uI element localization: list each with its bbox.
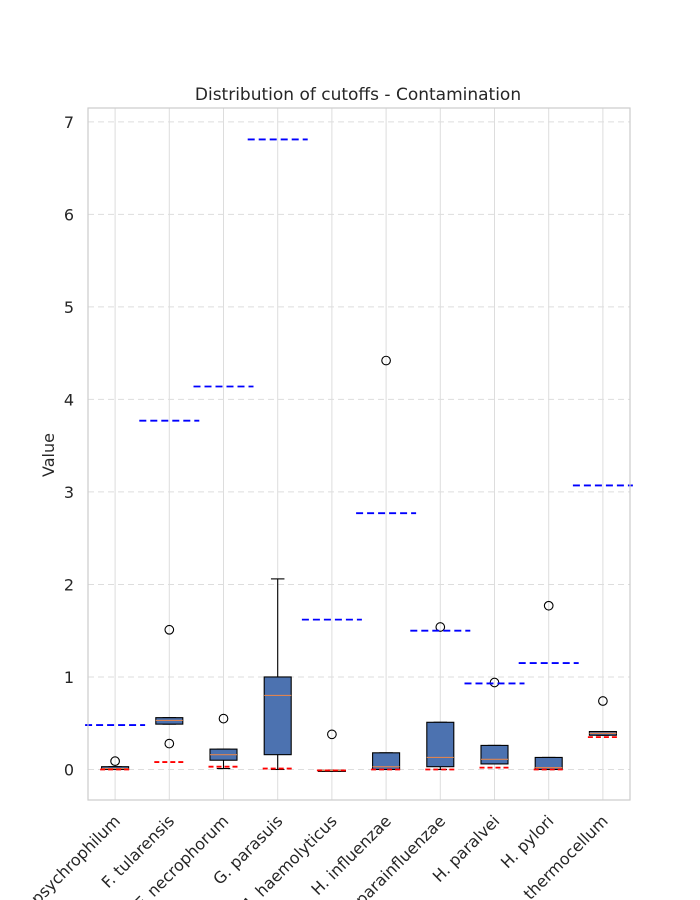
y-tick-label: 1 [64,668,74,687]
outlier-point [164,624,175,635]
box-group [372,355,401,771]
chart-title: Distribution of cutoffs - Contamination [195,85,521,105]
outlier-point [164,738,175,749]
outlier-point [489,677,500,688]
y-tick-label: 5 [64,298,74,317]
outlier-point [435,622,446,632]
outlier-point [110,756,120,766]
box-group [480,677,509,765]
box-body [263,676,292,756]
box-group [534,600,563,771]
y-tick-label: 3 [64,483,74,502]
outlier-point [381,355,391,366]
box-group [263,578,292,771]
box-group [588,696,617,736]
grid-lines [88,108,630,800]
y-tick-label: 7 [64,113,74,132]
outlier-point [218,713,229,724]
y-tick-label: 6 [64,205,74,224]
outlier-point [327,729,337,740]
box-body [534,756,563,771]
y-tick-label: 0 [64,760,74,779]
box-body [480,744,509,765]
box-group [101,756,130,771]
box-body [372,752,401,771]
box-group [155,624,184,749]
y-axis-label: Value [39,433,58,477]
box-body [426,721,455,768]
box-group [209,713,238,770]
y-tick-label: 4 [64,390,74,409]
outlier-point [598,696,608,706]
y-tick-label: 2 [64,575,74,594]
outlier-point [543,600,554,611]
plot-area-frame [87,107,631,801]
y-axis-ticks: 0 1 2 3 4 5 6 7 [64,113,74,780]
box-group [426,622,455,771]
data-marks [85,138,633,772]
